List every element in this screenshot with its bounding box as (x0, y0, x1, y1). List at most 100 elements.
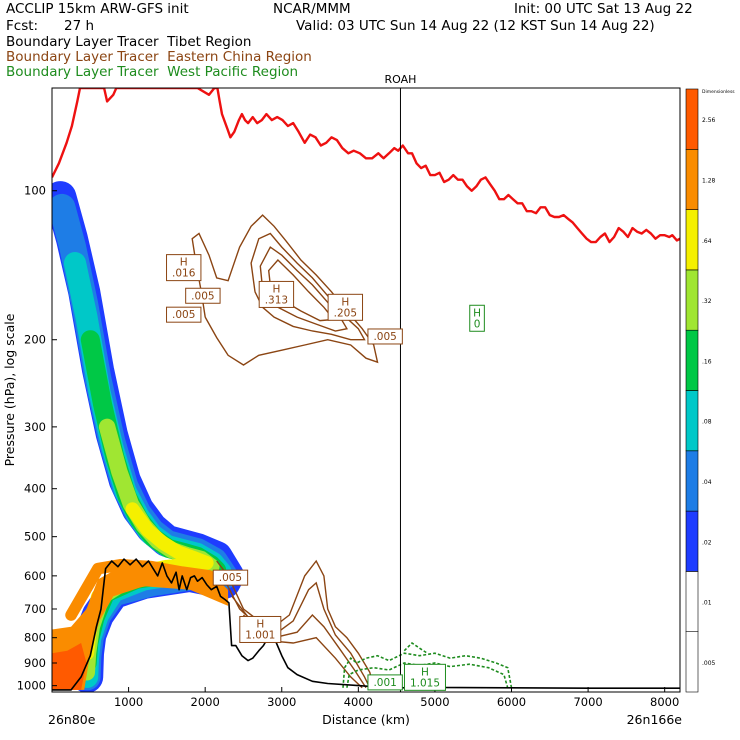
colorbar-segment (685, 390, 699, 452)
x-tick-label: 5000 (420, 695, 449, 709)
model-title: ACCLIP 15km ARW-GFS init (6, 1, 189, 17)
contour-label-text: H (473, 307, 481, 319)
x-axis-title: Distance (km) (322, 712, 410, 727)
contour-label-text: .005 (172, 309, 195, 321)
colorbar: .005 .01 .02 .04 .08 .16 .32 .64 1.28 2.56 Dimensi… (685, 88, 735, 693)
contour-label-box (239, 615, 282, 643)
x-tick-label: 1000 (114, 695, 143, 709)
y-tick-label: 600 (24, 569, 46, 583)
colorbar-label: Dimensionless (702, 89, 735, 95)
china-contour-upper-1 (250, 232, 366, 341)
contour-label-box (403, 663, 446, 691)
contour-label-8: H0 (469, 304, 485, 332)
contour-label-box (212, 569, 249, 586)
x-tick-label: 7000 (573, 695, 602, 709)
x-tick-label: 6000 (497, 695, 526, 709)
contour-label-text: 1.015 (410, 677, 440, 689)
contour-label-box (367, 328, 403, 345)
x-tick-label: 4000 (344, 695, 373, 709)
y-tick-label: 300 (24, 420, 46, 434)
tropopause-line (52, 88, 680, 244)
contour-label-7: H1.001 (239, 615, 282, 643)
tibet-band-core-fill (52, 643, 87, 690)
roah-marker-label: ROAH (385, 73, 417, 86)
y-axis-title: Pressure (hPa), log scale (2, 313, 17, 466)
contour-label-5: .005 (367, 328, 403, 345)
contour-label-text: .001 (373, 677, 396, 689)
pacific-contour-2 (403, 641, 428, 654)
colorbar-segment (685, 149, 699, 210)
colorbar-label: .005 (702, 660, 716, 667)
colorbar-label: .01 (702, 600, 712, 607)
y-tick-label: 400 (24, 482, 46, 496)
colorbar-segment (685, 450, 699, 512)
contour-label-text: H (421, 666, 429, 678)
china-contour-upper-3 (267, 258, 336, 322)
terrain-line (52, 558, 680, 691)
contour-label-box (258, 280, 295, 308)
right-endpoint-label: 26n166e (627, 712, 683, 727)
contour-label-text: .313 (265, 294, 288, 306)
contour-label-2: .005 (166, 306, 202, 323)
colorbar-segment (685, 209, 699, 271)
y-tick-label: 100 (24, 184, 46, 198)
colorbar-segment (685, 269, 699, 331)
contour-label-box (327, 293, 364, 321)
pacific-contour-0 (342, 652, 513, 688)
x-tick-label: 8000 (650, 695, 679, 709)
valid-time: Valid: 03 UTC Sun 14 Aug 22 (12 KST Sun … (296, 18, 655, 34)
contour-label-text: .205 (334, 307, 357, 319)
colorbar-segment (685, 329, 699, 391)
colorbar-segment (685, 88, 699, 150)
contour-label-box (469, 304, 485, 332)
contour-label-text: .005 (191, 290, 214, 302)
colorbar-segment (685, 571, 699, 633)
y-tick-label: 900 (24, 656, 46, 670)
tibet-band-0p16 (77, 330, 227, 673)
contour-label-text: H (272, 283, 280, 295)
forecast-hour: 27 h (64, 18, 95, 34)
china-contour-lower-0 (216, 559, 375, 688)
contour-label-text: H (341, 296, 349, 308)
colorbar-label: .32 (702, 298, 712, 305)
contour-label-1: .005 (185, 287, 221, 304)
init-time: Init: 00 UTC Sat 13 Aug 22 (514, 1, 693, 17)
contour-label-text: H (180, 257, 188, 269)
contour-label-3: H.313 (258, 280, 295, 308)
y-tick-label: 800 (24, 631, 46, 645)
tibet-tracer-field (52, 181, 245, 692)
contour-label-text: .016 (172, 268, 196, 280)
colorbar-label: 2.56 (702, 117, 716, 124)
contour-label-0: H.016 (166, 254, 202, 282)
colorbar-segment (685, 510, 699, 572)
y-tick-label: 700 (24, 602, 46, 616)
colorbar-label: .08 (702, 419, 712, 426)
contour-label-text: 1.001 (245, 629, 275, 641)
contour-label-10: H1.015 (403, 663, 446, 691)
china-contour-upper-0 (191, 214, 379, 366)
tracer-title-tibet: Boundary Layer Tracer Tibet Region (6, 34, 252, 50)
series-lines (52, 88, 680, 691)
plot-frame (51, 87, 681, 693)
contour-label-box (166, 254, 202, 282)
y-tick-label: 200 (24, 333, 46, 347)
contour-label-text: .005 (219, 572, 242, 584)
contour-label-9: .001 (367, 674, 403, 691)
colorbar-label: .02 (702, 539, 712, 546)
x-tick-label: 3000 (267, 695, 296, 709)
y-tick-label: 500 (24, 530, 46, 544)
colorbar-segment (685, 631, 699, 693)
forecast-label: Fcst: (6, 18, 39, 34)
contour-label-text: 0 (474, 318, 481, 330)
contour-label-box (166, 306, 202, 323)
tracer-title-eastern-china: Boundary Layer Tracer Eastern China Regi… (6, 49, 312, 65)
contour-label-6: .005 (212, 569, 249, 586)
x-tick-label: 2000 (191, 695, 220, 709)
tracer-title-west-pacific: Boundary Layer Tracer West Pacific Regio… (6, 64, 299, 80)
organization: NCAR/MMM (273, 1, 351, 17)
tibet-band-base-fill (52, 566, 229, 690)
contour-label-text: .005 (373, 331, 396, 343)
